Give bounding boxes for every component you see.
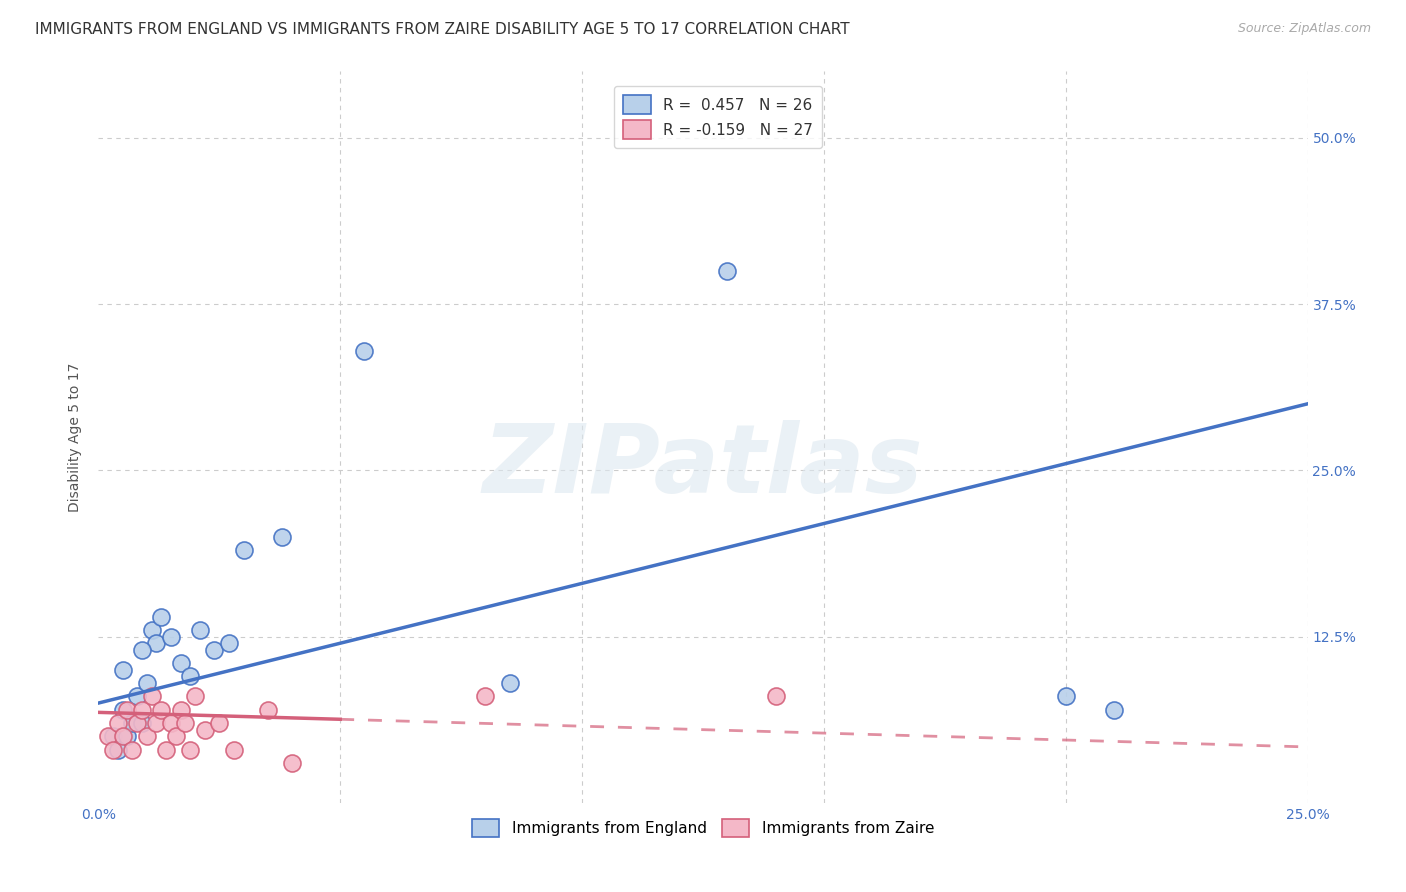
Point bbox=[765, 690, 787, 704]
Point bbox=[111, 663, 134, 677]
Point bbox=[160, 716, 183, 731]
Point bbox=[179, 742, 201, 756]
Point bbox=[150, 609, 173, 624]
Point bbox=[281, 756, 304, 770]
Point bbox=[169, 656, 191, 670]
Point bbox=[353, 343, 375, 358]
Text: IMMIGRANTS FROM ENGLAND VS IMMIGRANTS FROM ZAIRE DISABILITY AGE 5 TO 17 CORRELAT: IMMIGRANTS FROM ENGLAND VS IMMIGRANTS FR… bbox=[35, 22, 849, 37]
Point bbox=[111, 729, 134, 743]
Point bbox=[121, 716, 143, 731]
Point bbox=[127, 716, 149, 731]
Point bbox=[131, 716, 153, 731]
Point bbox=[232, 543, 254, 558]
Point bbox=[474, 690, 496, 704]
Point bbox=[184, 690, 207, 704]
Point bbox=[716, 264, 738, 278]
Point bbox=[188, 623, 211, 637]
Point bbox=[117, 729, 139, 743]
Point bbox=[208, 716, 231, 731]
Point bbox=[121, 742, 143, 756]
Point bbox=[145, 636, 167, 650]
Point bbox=[127, 690, 149, 704]
Point bbox=[131, 703, 153, 717]
Point bbox=[135, 729, 157, 743]
Point bbox=[107, 716, 129, 731]
Point bbox=[222, 742, 245, 756]
Point bbox=[305, 822, 328, 837]
Legend: Immigrants from England, Immigrants from Zaire: Immigrants from England, Immigrants from… bbox=[463, 809, 943, 847]
Point bbox=[155, 742, 177, 756]
Point bbox=[1102, 703, 1125, 717]
Point bbox=[174, 716, 197, 731]
Point bbox=[101, 729, 124, 743]
Point bbox=[271, 530, 294, 544]
Point bbox=[150, 703, 173, 717]
Point bbox=[204, 643, 226, 657]
Text: ZIPatlas: ZIPatlas bbox=[482, 420, 924, 513]
Y-axis label: Disability Age 5 to 17: Disability Age 5 to 17 bbox=[69, 362, 83, 512]
Point bbox=[141, 690, 163, 704]
Point bbox=[498, 676, 520, 690]
Point bbox=[160, 630, 183, 644]
Point bbox=[131, 643, 153, 657]
Text: Source: ZipAtlas.com: Source: ZipAtlas.com bbox=[1237, 22, 1371, 36]
Point bbox=[111, 703, 134, 717]
Point bbox=[179, 669, 201, 683]
Point bbox=[256, 703, 278, 717]
Point bbox=[1054, 690, 1077, 704]
Point bbox=[101, 742, 124, 756]
Point bbox=[169, 703, 191, 717]
Point bbox=[107, 742, 129, 756]
Point bbox=[117, 703, 139, 717]
Point bbox=[165, 729, 187, 743]
Point bbox=[218, 636, 240, 650]
Point bbox=[135, 676, 157, 690]
Point bbox=[97, 729, 120, 743]
Point bbox=[194, 723, 217, 737]
Point bbox=[141, 623, 163, 637]
Point bbox=[145, 716, 167, 731]
